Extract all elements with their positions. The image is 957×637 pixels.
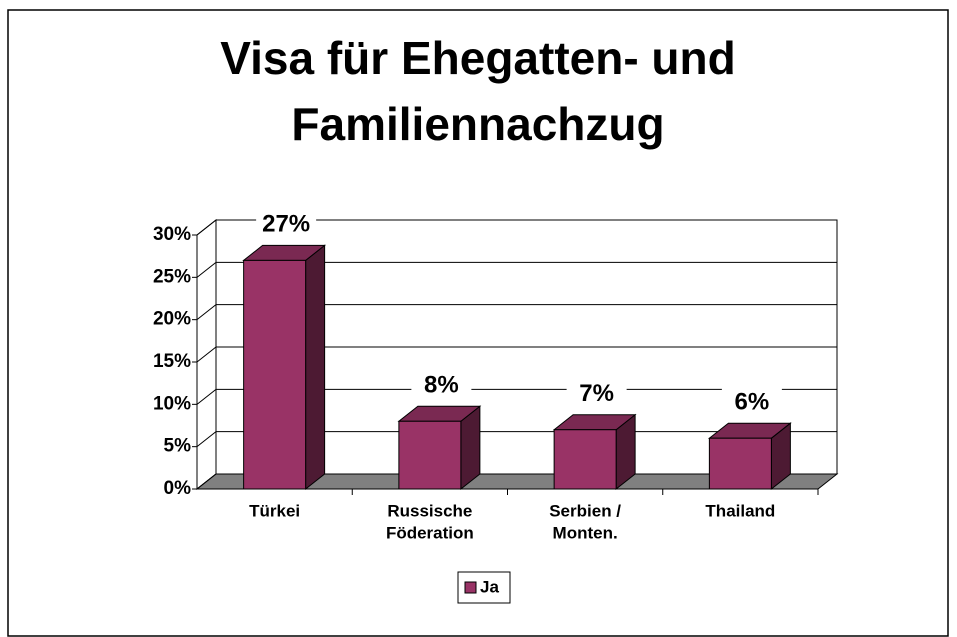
value-label-bg: [411, 370, 472, 403]
y-tick-label: 5%: [164, 436, 192, 457]
y-tick-label: 20%: [153, 309, 191, 330]
grid-line: [196, 346, 837, 363]
y-tick-label: 10%: [153, 393, 191, 414]
bar: [708, 437, 772, 490]
y-tick-label: 30%: [153, 224, 191, 245]
value-label: 27%: [262, 211, 310, 238]
value-label: 6%: [735, 389, 770, 416]
x-tick-label: Serbien /: [549, 501, 621, 520]
value-label: 8%: [424, 372, 459, 399]
x-tick-label: Türkei: [249, 501, 300, 520]
grid-line: [196, 219, 837, 236]
value-label-bg: [256, 209, 317, 242]
legend-swatch: [464, 581, 477, 594]
bar: [398, 420, 462, 490]
frame: [7, 9, 949, 637]
y-tick-label: 0%: [164, 478, 192, 499]
grid-line: [196, 261, 837, 278]
x-tick-label: Monten.: [553, 523, 618, 542]
chart-title: Familiennachzug: [291, 98, 664, 150]
legend-label: Ja: [480, 577, 499, 596]
x-tick-label: Föderation: [386, 523, 474, 542]
bar: [553, 429, 617, 490]
x-tick-label: Russische: [387, 501, 472, 520]
bar: [243, 259, 307, 490]
value-label-bg: [566, 378, 627, 411]
value-label-bg: [721, 387, 782, 420]
chart-title: Visa für Ehegatten- und: [220, 32, 735, 84]
grid-line: [196, 304, 837, 321]
y-tick-label: 15%: [153, 351, 191, 372]
value-label: 7%: [579, 380, 614, 407]
x-tick-label: Thailand: [705, 501, 775, 520]
y-tick-label: 25%: [153, 266, 191, 287]
grid-line: [196, 388, 837, 405]
bar-side: [305, 244, 326, 491]
